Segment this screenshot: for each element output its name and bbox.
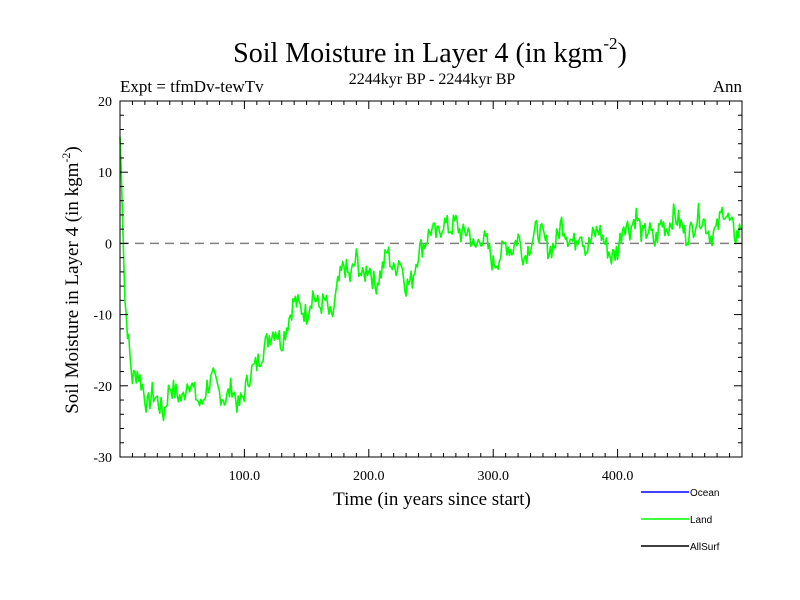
expt-label: Expt = tfmDv-tewTv [120,77,264,96]
x-tick-label: 200.0 [353,469,385,484]
y-tick-label: -10 [93,309,112,324]
chart-subtitle: 2244kyr BP - 2244kyr BP [349,71,516,88]
legend-label-ocean: Ocean [690,488,719,499]
y-tick-label: 20 [98,95,112,110]
x-tick-label: 400.0 [602,469,634,484]
series-layer [119,136,742,422]
axes-layer [119,100,743,458]
x-tick-label: 300.0 [477,469,509,484]
y-tick-label: -20 [93,380,112,395]
chart-title: Soil Moisture in Layer 4 (in kgm-2) [233,34,627,69]
legend-label-allsurf: AllSurf [690,542,720,553]
y-axis-label: Soil Moisture in Layer 4 (in kgm-2) [59,146,83,414]
plot-frame [119,100,743,458]
x-tick-label: 100.0 [229,469,261,484]
season-label: Ann [713,77,743,96]
legend-layer: Ocean Land AllSurf [641,488,720,553]
series-line-land [119,136,742,422]
y-tick-label: 0 [105,237,112,252]
ticks-layer: 100.0 200.0 300.0 400.0 20 10 0 -10 -20 -30 [93,95,742,484]
legend-label-land: Land [690,515,712,526]
x-axis-label: Time (in years since start) [333,489,531,510]
y-tick-label: -30 [93,451,112,466]
y-tick-label: 10 [98,166,112,181]
